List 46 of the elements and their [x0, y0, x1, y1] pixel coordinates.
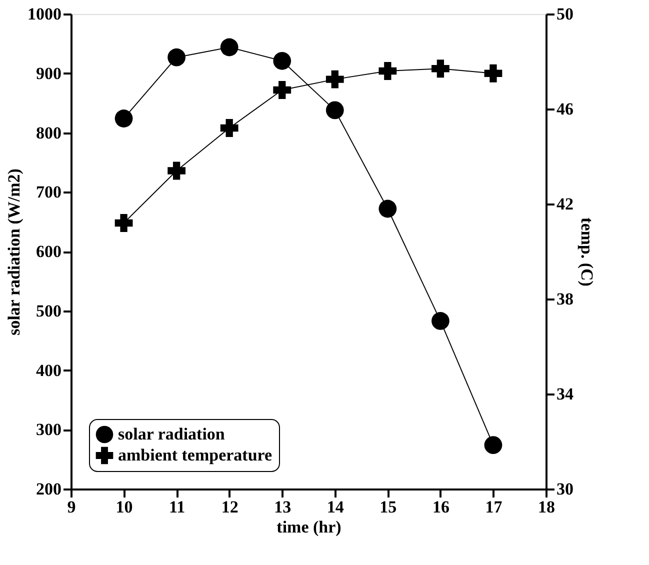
point	[378, 62, 397, 80]
y-axis-title: solar radiation (W/m2)	[4, 168, 24, 336]
y-tick-label: 600	[36, 242, 62, 261]
y2-axis-title: temp. (C)	[578, 218, 596, 286]
point	[326, 101, 344, 120]
point	[168, 48, 186, 66]
y-tick-label: 300	[36, 420, 62, 440]
x-tick-label: 18	[538, 498, 555, 516]
point	[484, 436, 502, 454]
point	[273, 81, 292, 99]
y2-tick-label: 50	[556, 4, 574, 24]
y-tick-label: 700	[36, 182, 62, 202]
y2-tick-label: 38	[556, 290, 574, 308]
legend-label: ambient temperature	[118, 446, 273, 464]
x-tick-label: 11	[169, 498, 186, 516]
x-tick-label: 16	[432, 498, 450, 516]
point	[326, 70, 344, 88]
x-axis-title: time (hr)	[276, 518, 342, 536]
y2-tick-label: 30	[556, 480, 574, 498]
x-tick-label: 17	[485, 498, 503, 516]
y2-tick-label: 46	[556, 100, 574, 118]
point	[432, 312, 450, 330]
y-tick-label: 1000	[28, 4, 62, 24]
x-tick-label: 9	[67, 498, 76, 516]
y-tick-label: 900	[36, 64, 62, 83]
x-tick-label: 14	[326, 498, 344, 516]
point	[114, 214, 133, 232]
y-tick-label: 200	[36, 480, 62, 498]
y2-tick-label: 42	[556, 194, 574, 214]
y-tick-label: 800	[36, 123, 62, 142]
point	[378, 200, 397, 218]
point	[432, 60, 450, 78]
point	[168, 162, 186, 180]
point	[114, 110, 133, 128]
y-tick-label: 400	[36, 360, 62, 380]
x-tick-label: 13	[274, 498, 292, 516]
x-tick-label: 15	[380, 498, 397, 516]
point	[220, 38, 238, 56]
x-tick-label: 12	[221, 498, 238, 516]
point	[484, 64, 502, 82]
y-tick-label: 500	[36, 301, 62, 320]
x-tick-label: 10	[116, 498, 133, 516]
y2-tick-label: 34	[556, 384, 574, 404]
point	[273, 52, 292, 70]
point	[220, 119, 238, 137]
legend-label: solar radiation	[118, 424, 226, 444]
